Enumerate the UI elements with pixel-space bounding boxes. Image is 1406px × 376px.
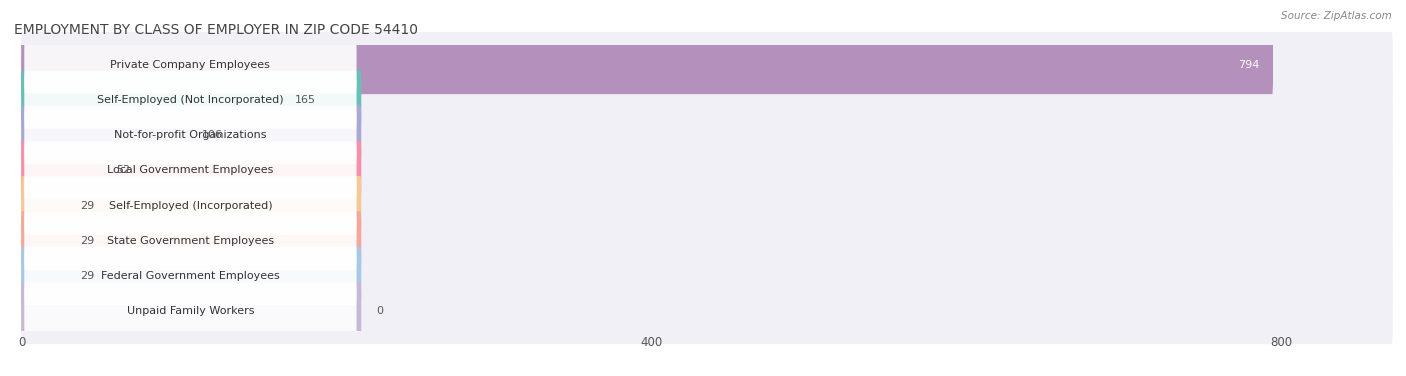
Text: 165: 165 — [294, 95, 315, 105]
Text: State Government Employees: State Government Employees — [107, 236, 274, 246]
Text: Source: ZipAtlas.com: Source: ZipAtlas.com — [1281, 11, 1392, 21]
FancyBboxPatch shape — [24, 282, 357, 340]
FancyBboxPatch shape — [21, 105, 361, 165]
FancyBboxPatch shape — [21, 176, 361, 235]
FancyBboxPatch shape — [24, 177, 357, 235]
Text: Private Company Employees: Private Company Employees — [111, 59, 270, 70]
Text: 29: 29 — [80, 271, 94, 281]
Text: Not-for-profit Organizations: Not-for-profit Organizations — [114, 130, 267, 140]
Text: Local Government Employees: Local Government Employees — [107, 165, 274, 175]
Text: 106: 106 — [201, 130, 222, 140]
FancyBboxPatch shape — [21, 70, 361, 129]
FancyBboxPatch shape — [24, 36, 357, 94]
Text: 52: 52 — [117, 165, 131, 175]
FancyBboxPatch shape — [21, 35, 1272, 94]
FancyBboxPatch shape — [21, 32, 1393, 97]
FancyBboxPatch shape — [21, 211, 361, 271]
Text: 29: 29 — [80, 236, 94, 246]
FancyBboxPatch shape — [21, 141, 361, 200]
FancyBboxPatch shape — [21, 247, 361, 306]
Text: EMPLOYMENT BY CLASS OF EMPLOYER IN ZIP CODE 54410: EMPLOYMENT BY CLASS OF EMPLOYER IN ZIP C… — [14, 23, 418, 37]
Text: Unpaid Family Workers: Unpaid Family Workers — [127, 306, 254, 317]
FancyBboxPatch shape — [24, 106, 357, 164]
FancyBboxPatch shape — [21, 173, 1393, 238]
Text: 29: 29 — [80, 201, 94, 211]
FancyBboxPatch shape — [21, 279, 1393, 344]
Text: Federal Government Employees: Federal Government Employees — [101, 271, 280, 281]
Text: 0: 0 — [377, 306, 384, 317]
FancyBboxPatch shape — [24, 212, 357, 270]
FancyBboxPatch shape — [21, 102, 1393, 168]
FancyBboxPatch shape — [24, 141, 357, 199]
FancyBboxPatch shape — [21, 244, 1393, 309]
FancyBboxPatch shape — [21, 282, 361, 341]
Text: Self-Employed (Not Incorporated): Self-Employed (Not Incorporated) — [97, 95, 284, 105]
Text: Self-Employed (Incorporated): Self-Employed (Incorporated) — [108, 201, 273, 211]
FancyBboxPatch shape — [21, 138, 1393, 203]
FancyBboxPatch shape — [24, 71, 357, 129]
FancyBboxPatch shape — [21, 67, 1393, 132]
Text: 794: 794 — [1239, 59, 1260, 70]
FancyBboxPatch shape — [21, 208, 1393, 274]
FancyBboxPatch shape — [24, 247, 357, 305]
